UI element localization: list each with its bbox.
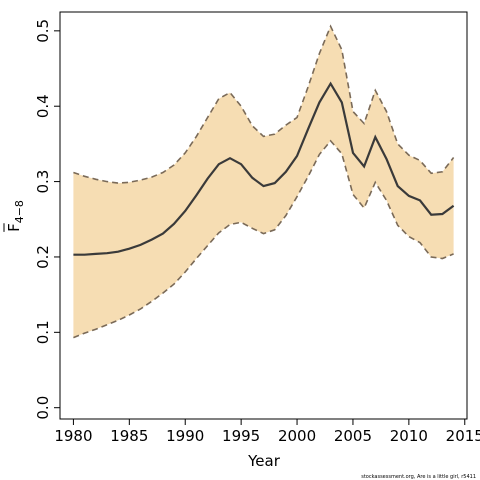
upper-bound-line bbox=[73, 24, 455, 184]
y-tick-label: 0.4 bbox=[34, 94, 52, 118]
y-axis-title: F4−8 bbox=[3, 200, 26, 232]
svg-text:F4−8: F4−8 bbox=[5, 200, 26, 232]
y-tick-label: 0.1 bbox=[34, 320, 52, 344]
x-tick-label: 2010 bbox=[390, 427, 428, 445]
x-tick-label: 2005 bbox=[334, 427, 372, 445]
x-axis-title: Year bbox=[247, 452, 281, 470]
y-axis: 0.0 0.1 0.2 0.3 0.4 0.5 bbox=[34, 19, 61, 420]
x-tick-label: 2015 bbox=[446, 427, 480, 445]
y-axis-title-subscript: 4−8 bbox=[13, 200, 26, 223]
x-tick-label: 1990 bbox=[166, 427, 204, 445]
y-tick-label: 0.3 bbox=[34, 170, 52, 194]
y-tick-label: 0.0 bbox=[34, 396, 52, 420]
x-axis: 1980 1985 1990 1995 2000 2005 2010 2015 bbox=[54, 418, 480, 445]
y-axis-title-main: F bbox=[5, 223, 23, 232]
confidence-band bbox=[73, 26, 454, 338]
x-tick-label: 1985 bbox=[110, 427, 148, 445]
lower-bound-line bbox=[73, 139, 454, 339]
footer-note: stockassessment.org, Are is a little gir… bbox=[361, 474, 476, 480]
x-tick-label: 1995 bbox=[222, 427, 260, 445]
x-tick-label: 1980 bbox=[54, 427, 92, 445]
estimate-line bbox=[73, 81, 455, 256]
y-tick-label: 0.5 bbox=[34, 19, 52, 43]
y-tick-label: 0.2 bbox=[34, 245, 52, 269]
x-tick-label: 2000 bbox=[278, 427, 316, 445]
